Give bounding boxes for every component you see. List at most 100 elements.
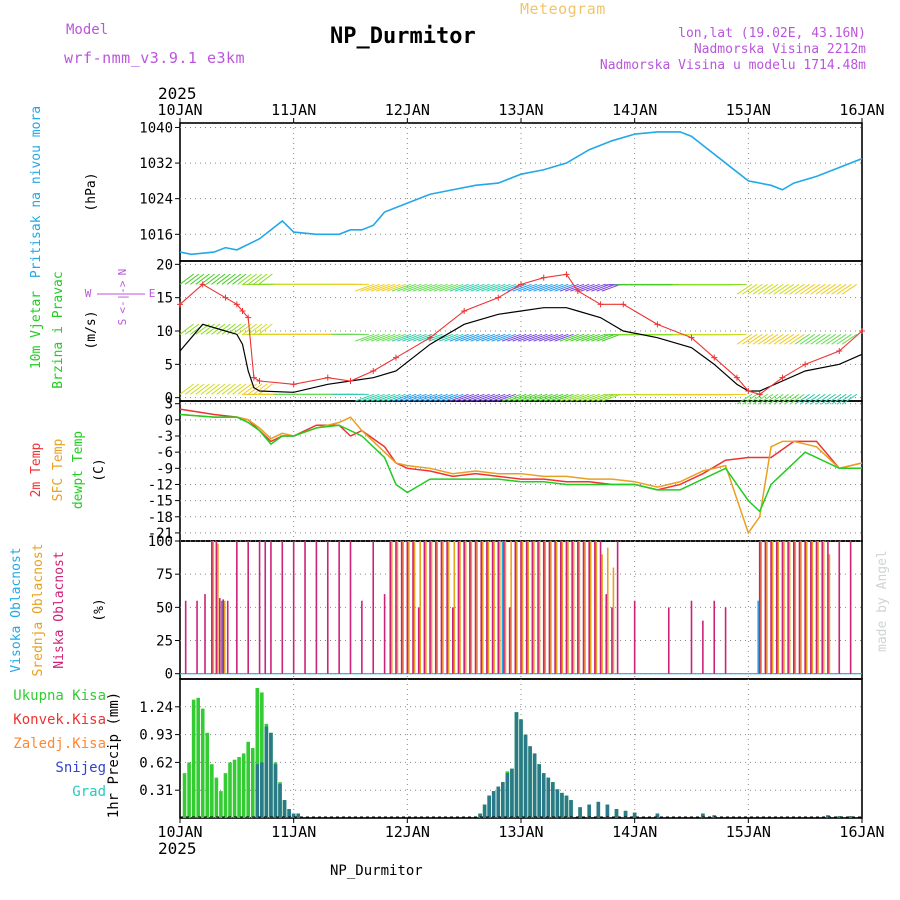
wind-barb bbox=[585, 283, 606, 292]
year-bottom: 2025 bbox=[158, 839, 197, 858]
precip-total-bar bbox=[187, 762, 191, 818]
axis-label: SFC Temp bbox=[51, 439, 66, 502]
precip-snow-bar bbox=[501, 782, 505, 818]
precip-snow-bar bbox=[701, 813, 705, 818]
x-tick-label-bottom: 15JAN bbox=[726, 823, 771, 841]
wind-barb bbox=[768, 393, 784, 405]
axis-label: (hPa) bbox=[84, 172, 99, 211]
precip-snow-bar bbox=[514, 712, 519, 818]
y-tick-label: -21 bbox=[148, 526, 173, 542]
precip-snow-bar bbox=[491, 791, 496, 818]
grid-layer bbox=[180, 123, 862, 818]
wind-barb bbox=[391, 333, 412, 342]
wind-barb bbox=[465, 393, 485, 402]
wind-barb bbox=[724, 393, 747, 396]
wind-barb bbox=[736, 283, 753, 295]
wind-barb bbox=[433, 393, 453, 402]
wind-barb bbox=[736, 393, 753, 405]
wind-barb bbox=[512, 333, 532, 342]
wind-barb bbox=[596, 333, 616, 342]
wind-barb bbox=[768, 283, 784, 295]
wind-barb bbox=[831, 393, 847, 405]
wind-barb bbox=[460, 333, 480, 342]
precip-total-bar bbox=[237, 757, 241, 818]
y-tick-label: -6 bbox=[156, 445, 173, 461]
wind-barb bbox=[433, 283, 453, 292]
wind-barb bbox=[784, 393, 800, 405]
wind-barb bbox=[195, 273, 210, 285]
wind-gust-marker bbox=[222, 294, 229, 301]
y-tick-label: 1016 bbox=[139, 227, 173, 243]
wind-gust-marker bbox=[199, 281, 206, 288]
wind-barb bbox=[247, 383, 263, 395]
wind-barb bbox=[360, 333, 380, 342]
precip-snow-bar bbox=[837, 816, 842, 818]
model-label: Model bbox=[66, 22, 108, 38]
wind-gust-marker bbox=[745, 388, 752, 394]
wind-barb bbox=[596, 283, 616, 292]
wind-barb bbox=[820, 333, 837, 345]
wind-barb bbox=[778, 333, 795, 345]
wind-barb bbox=[724, 333, 747, 336]
x-tick-label-bottom: 12JAN bbox=[385, 823, 430, 841]
wind-barb bbox=[475, 333, 495, 342]
wind-barb bbox=[470, 393, 490, 402]
precip-snow-bar bbox=[605, 804, 610, 818]
wind-barb bbox=[226, 383, 242, 395]
wind-barb bbox=[444, 393, 464, 402]
axis-label: Srednja Oblacnost bbox=[31, 543, 46, 676]
wind-barb bbox=[258, 273, 273, 285]
precip-snow-bar bbox=[614, 809, 619, 818]
wind-barb bbox=[841, 333, 858, 345]
wind-gust-marker bbox=[370, 368, 377, 374]
wind-barb bbox=[810, 333, 826, 345]
wind-barb bbox=[580, 283, 600, 292]
wind-barb bbox=[805, 393, 821, 405]
wind-barb bbox=[397, 333, 417, 342]
wind-gust-marker bbox=[711, 354, 718, 361]
wind-barb bbox=[528, 333, 548, 342]
direction-key-arrow: <-|-> bbox=[116, 280, 129, 313]
precip-snow-bar bbox=[255, 764, 260, 818]
precip-snow-bar bbox=[537, 764, 541, 818]
wind-barb bbox=[763, 333, 779, 345]
wind-barb bbox=[355, 333, 375, 342]
x-tick-label-top: 13JAN bbox=[498, 101, 543, 119]
model-name: wrf-nmm_v3.9.1 e3km bbox=[64, 49, 245, 67]
wind-barb bbox=[585, 393, 606, 402]
footer-station: NP_Durmitor bbox=[330, 863, 423, 879]
wind-barb bbox=[355, 393, 375, 402]
wind-barb bbox=[799, 333, 816, 345]
wind-barb bbox=[486, 283, 506, 292]
wind-gust-marker bbox=[540, 274, 547, 281]
wind-barb bbox=[184, 383, 200, 395]
precip-total-bar bbox=[241, 753, 246, 818]
precip-snow-bar bbox=[496, 786, 501, 818]
precip-total-bar bbox=[205, 732, 210, 818]
precip-snow-bar bbox=[282, 800, 287, 818]
wind-barb bbox=[538, 283, 558, 292]
wind-barb bbox=[486, 333, 506, 342]
wind-speed-line bbox=[179, 307, 863, 393]
wind-gust-marker bbox=[239, 308, 246, 314]
wind-barb bbox=[475, 283, 495, 292]
y-tick-label: -18 bbox=[148, 510, 173, 526]
pressure-layer bbox=[179, 131, 863, 256]
pressure-line bbox=[179, 131, 863, 256]
y-tick-label: 10 bbox=[156, 324, 173, 340]
precip-total-bar bbox=[246, 741, 250, 818]
wind-gust-marker bbox=[688, 334, 695, 341]
wind-barb bbox=[402, 333, 422, 342]
precip-snow-bar bbox=[528, 746, 532, 818]
precip-snow-bar bbox=[278, 783, 282, 818]
wind-gust-marker bbox=[177, 301, 183, 308]
wind-barb bbox=[836, 283, 852, 295]
x-tick-label-top: 15JAN bbox=[726, 101, 771, 119]
precip-total-bar bbox=[228, 762, 232, 818]
y-tick-label: 1032 bbox=[139, 156, 173, 172]
wind-barb bbox=[517, 333, 537, 342]
wind-barb bbox=[564, 393, 585, 402]
y-tick-label: 50 bbox=[156, 600, 173, 616]
y-tick-label: 0.93 bbox=[139, 728, 173, 744]
